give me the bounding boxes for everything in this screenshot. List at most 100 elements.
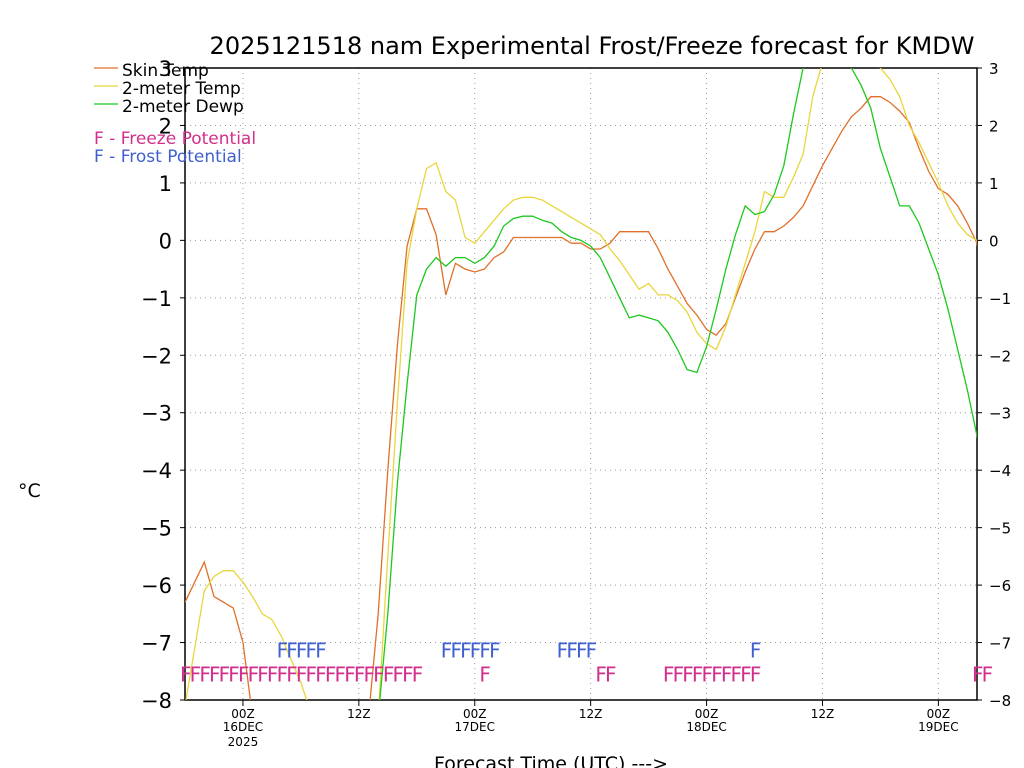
freeze-marker: F [721, 662, 733, 686]
y-tick-label-right: 2 [989, 117, 999, 135]
y-tick-label-right: −1 [989, 290, 1011, 308]
x-tick-date: 18DEC [686, 720, 726, 734]
y-tick-label-right: 3 [989, 60, 999, 78]
freeze-marker: F [972, 662, 984, 686]
series-line-skin-temp [369, 96, 977, 700]
y-tick-label-right: 0 [989, 232, 999, 250]
y-axis-left: −8 −7 −6 −5 −4 −3 −2 −1 0 1 2 3 [141, 57, 185, 713]
freeze-marker: F [605, 662, 617, 686]
freeze-marker: F [731, 662, 743, 686]
frost-marker: F [557, 638, 569, 662]
grid [185, 68, 977, 700]
freeze-marker: F [364, 662, 376, 686]
freeze-marker: F [257, 662, 269, 686]
x-tick-label: 12Z [579, 707, 603, 721]
freeze-marker: F [750, 662, 762, 686]
y-tick-label-right: −8 [989, 692, 1011, 710]
frost-marker: F [479, 638, 491, 662]
y-tick-label-left: −5 [141, 517, 172, 541]
frost-marker: F [586, 638, 598, 662]
x-tick-year: 2025 [228, 735, 259, 749]
series-line-skin-temp [185, 560, 252, 700]
x-axis-label: Forecast Time (UTC) ---> [434, 753, 668, 768]
y-tick-label-left: −1 [141, 287, 172, 311]
plot-frame [184, 67, 978, 701]
frost-marker: F [460, 638, 472, 662]
y-tick-label-left: −8 [141, 689, 172, 713]
frost-marker: F [315, 638, 327, 662]
freeze-marker: F [682, 662, 694, 686]
frost-marker: F [750, 638, 762, 662]
y-tick-label-left: −7 [141, 632, 172, 656]
freeze-marker: F [479, 662, 491, 686]
frost-marker: F [277, 638, 289, 662]
legend-label: F - Frost Potential [94, 147, 242, 167]
y-tick-label-right: −3 [989, 405, 1011, 423]
y-axis-right: −8 −7 −6 −5 −4 −3 −2 −1 0 1 2 3 [977, 60, 1011, 710]
frost-marker: F [296, 638, 308, 662]
freeze-marker: F [190, 662, 202, 686]
y-tick-label-left: −3 [141, 402, 172, 426]
freeze-marker: F [412, 662, 424, 686]
freeze-marker: F [306, 662, 318, 686]
freeze-marker: F [267, 662, 279, 686]
legend-label: Skin Temp [122, 61, 209, 81]
freeze-marker: F [692, 662, 704, 686]
y-tick-label-right: −5 [989, 520, 1011, 538]
frost-marker: F [450, 638, 462, 662]
series-line-2-meter-temp [185, 570, 308, 700]
x-tick-date: 17DEC [455, 720, 495, 734]
freeze-marker: F [673, 662, 685, 686]
freeze-marker: F [711, 662, 723, 686]
freeze-marker: F [238, 662, 250, 686]
freeze-marker: F [392, 662, 404, 686]
y-tick-label-left: −4 [141, 459, 172, 483]
freeze-marker: F [335, 662, 347, 686]
y-tick-label-left: 2 [159, 114, 172, 138]
freeze-marker: F [373, 662, 385, 686]
freeze-marker: F [663, 662, 675, 686]
y-tick-label-left: −2 [141, 344, 172, 368]
y-tick-label-right: 1 [989, 175, 999, 193]
y-tick-label-right: −4 [989, 462, 1011, 480]
frost-marker: F [286, 638, 298, 662]
freeze-marker: F [248, 662, 260, 686]
x-tick-label: 00Z [231, 707, 255, 721]
y-tick-label-right: −2 [989, 347, 1011, 365]
freeze-marker: F [702, 662, 714, 686]
frost-marker: F [489, 638, 501, 662]
y-tick-label-left: 3 [159, 57, 172, 81]
series-line-2-meter-temp [378, 68, 977, 700]
freeze-marker: F [296, 662, 308, 686]
freeze-marker: F [595, 662, 607, 686]
freeze-marker: F [209, 662, 221, 686]
freeze-marker: F [219, 662, 231, 686]
frost-marker: F [576, 638, 588, 662]
x-tick-date: 19DEC [918, 720, 958, 734]
freeze-marker: F [354, 662, 366, 686]
y-tick-label-right: −7 [989, 635, 1011, 653]
freeze-marker: F [180, 662, 192, 686]
freeze-marker: F [286, 662, 298, 686]
freeze-marker: F [325, 662, 337, 686]
freeze-marker: F [383, 662, 395, 686]
freeze-marker: F [199, 662, 211, 686]
chart-title: 2025121518 nam Experimental Frost/Freeze… [210, 32, 975, 60]
x-tick-label: 00Z [695, 707, 719, 721]
x-tick-date: 16DEC [223, 720, 263, 734]
y-axis-label: °C [18, 480, 41, 502]
freeze-marker: F [315, 662, 327, 686]
frost-marker: F [441, 638, 453, 662]
frost-marker: F [566, 638, 578, 662]
freeze-marker: F [277, 662, 289, 686]
freeze-marker: F [228, 662, 240, 686]
legend-label: F - Freeze Potential [94, 129, 256, 149]
y-tick-label-left: −6 [141, 574, 172, 598]
freeze-marker: F [344, 662, 356, 686]
y-tick-label-left: 1 [159, 172, 172, 196]
freeze-marker: F [982, 662, 994, 686]
legend-label: 2-meter Dewp [122, 97, 244, 117]
